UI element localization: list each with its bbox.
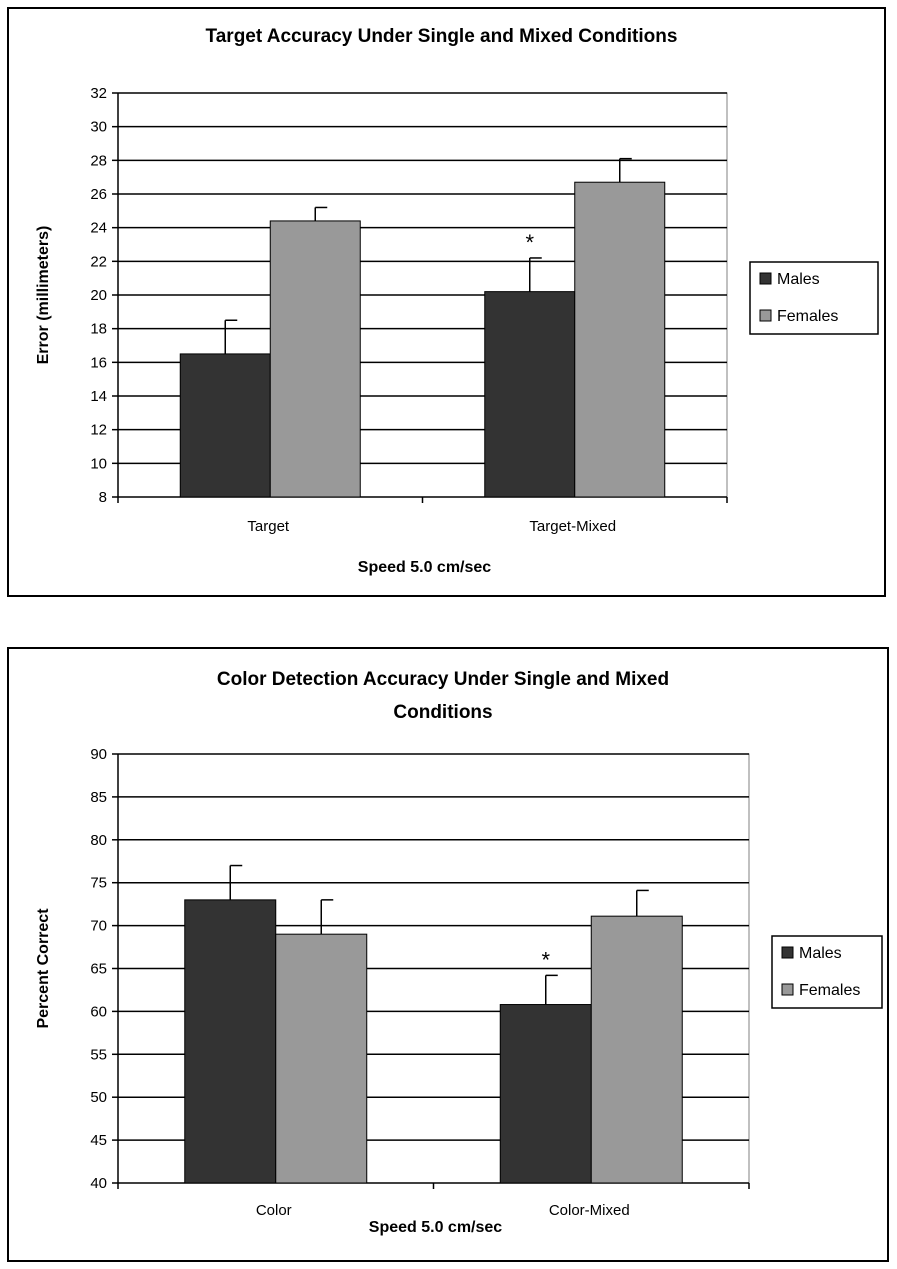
y-axis-title: Percent Correct xyxy=(35,908,52,1029)
y-tick-label: 80 xyxy=(90,832,107,849)
x-category-label: Target-Mixed xyxy=(529,518,616,535)
bar-females xyxy=(275,933,368,1184)
bar-males xyxy=(179,353,271,498)
x-axis-title: Speed 5.0 cm/sec xyxy=(369,1219,503,1236)
chart-title-line: Conditions xyxy=(393,702,492,723)
legend-label-males: Males xyxy=(777,271,820,288)
y-tick-label: 50 xyxy=(90,1089,107,1106)
y-tick-label: 22 xyxy=(90,253,107,270)
chart-title-line: Target Accuracy Under Single and Mixed C… xyxy=(206,26,678,47)
y-tick-label: 32 xyxy=(90,85,107,102)
y-tick-label: 10 xyxy=(90,455,107,472)
significance-asterisk: * xyxy=(541,947,550,972)
legend-swatch-males xyxy=(781,946,794,959)
y-tick-label: 70 xyxy=(90,918,107,935)
legend-swatch-males xyxy=(759,272,772,285)
y-tick-label: 24 xyxy=(90,220,107,237)
x-category-label: Target xyxy=(247,518,290,535)
y-tick-label: 40 xyxy=(90,1175,107,1192)
x-category-label: Color xyxy=(256,1202,292,1219)
y-tick-label: 75 xyxy=(90,875,107,892)
bar-males xyxy=(484,291,576,498)
bar-females xyxy=(574,181,666,498)
legend-label-males: Males xyxy=(799,945,842,962)
y-tick-label: 20 xyxy=(90,287,107,304)
legend-swatch-females xyxy=(781,983,794,996)
significance-asterisk: * xyxy=(525,230,534,255)
bar-males xyxy=(184,899,277,1184)
y-tick-label: 30 xyxy=(90,119,107,136)
legend-swatch-females xyxy=(759,309,772,322)
y-tick-label: 14 xyxy=(90,388,107,405)
y-tick-label: 60 xyxy=(90,1003,107,1020)
bar-females xyxy=(269,220,361,498)
y-tick-label: 65 xyxy=(90,961,107,978)
legend-label-females: Females xyxy=(799,982,860,999)
chart-target-accuracy: Target Accuracy Under Single and Mixed C… xyxy=(7,7,886,597)
y-tick-label: 45 xyxy=(90,1132,107,1149)
y-tick-label: 12 xyxy=(90,422,107,439)
chart-title-line: Color Detection Accuracy Under Single an… xyxy=(217,669,669,690)
legend-label-females: Females xyxy=(777,308,838,325)
y-tick-label: 16 xyxy=(90,354,107,371)
y-tick-label: 55 xyxy=(90,1046,107,1063)
chart-color-detection-accuracy: Color Detection Accuracy Under Single an… xyxy=(7,647,889,1262)
y-tick-label: 18 xyxy=(90,321,107,338)
y-tick-label: 28 xyxy=(90,152,107,169)
y-axis-title: Error (millimeters) xyxy=(35,226,52,365)
x-category-label: Color-Mixed xyxy=(549,1202,630,1219)
x-axis-title: Speed 5.0 cm/sec xyxy=(358,559,492,576)
y-tick-label: 85 xyxy=(90,789,107,806)
bar-males xyxy=(499,1004,592,1184)
bar-females xyxy=(590,915,683,1184)
y-tick-label: 26 xyxy=(90,186,107,203)
y-tick-label: 8 xyxy=(99,489,107,506)
y-tick-label: 90 xyxy=(90,746,107,763)
